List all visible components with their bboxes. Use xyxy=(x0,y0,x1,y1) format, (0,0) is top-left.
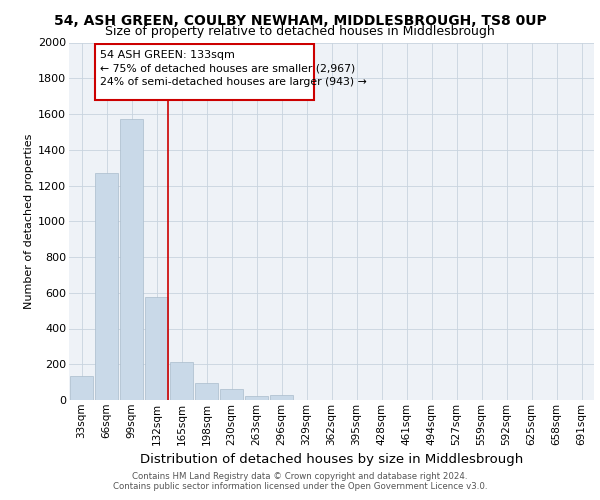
Bar xyxy=(70,376,94,400)
Text: Size of property relative to detached houses in Middlesbrough: Size of property relative to detached ho… xyxy=(105,25,495,38)
Bar xyxy=(145,297,169,400)
Text: 54 ASH GREEN: 133sqm: 54 ASH GREEN: 133sqm xyxy=(100,50,235,59)
Text: 24% of semi-detached houses are larger (943) →: 24% of semi-detached houses are larger (… xyxy=(100,78,367,88)
FancyBboxPatch shape xyxy=(95,44,314,100)
Bar xyxy=(95,173,118,400)
Text: ← 75% of detached houses are smaller (2,967): ← 75% of detached houses are smaller (2,… xyxy=(100,63,355,73)
Text: Contains HM Land Registry data © Crown copyright and database right 2024.: Contains HM Land Registry data © Crown c… xyxy=(132,472,468,481)
Bar xyxy=(119,120,143,400)
Bar xyxy=(170,362,193,400)
Bar xyxy=(194,382,218,400)
Bar xyxy=(245,396,268,400)
Text: 54, ASH GREEN, COULBY NEWHAM, MIDDLESBROUGH, TS8 0UP: 54, ASH GREEN, COULBY NEWHAM, MIDDLESBRO… xyxy=(53,14,547,28)
Bar xyxy=(220,390,244,400)
Y-axis label: Number of detached properties: Number of detached properties xyxy=(24,134,34,309)
Text: Contains public sector information licensed under the Open Government Licence v3: Contains public sector information licen… xyxy=(113,482,487,491)
Bar xyxy=(269,394,293,400)
X-axis label: Distribution of detached houses by size in Middlesbrough: Distribution of detached houses by size … xyxy=(140,453,523,466)
